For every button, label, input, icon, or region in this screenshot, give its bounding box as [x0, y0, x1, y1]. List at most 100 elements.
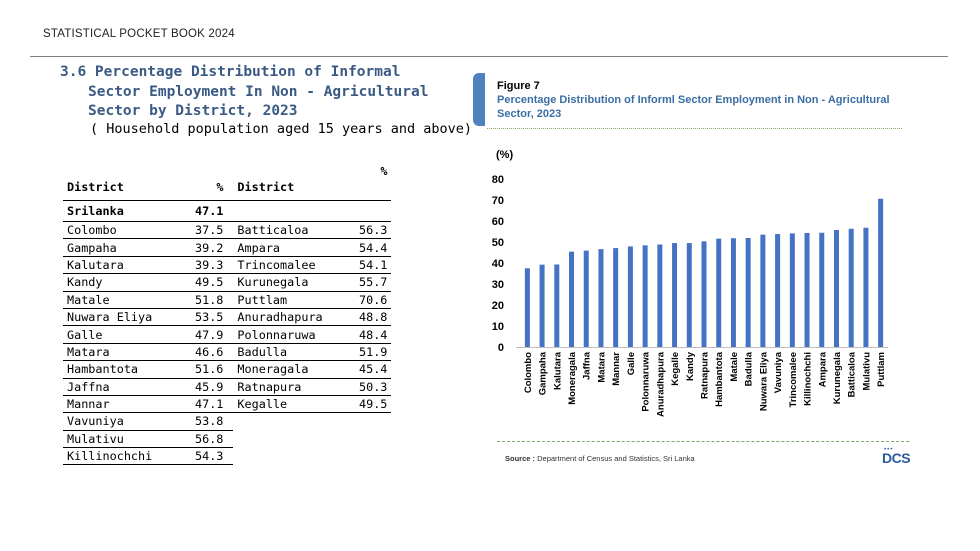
district-cell: Vavuniya	[63, 412, 191, 431]
bar	[539, 264, 545, 347]
x-tick-label: Nuwara Eliya	[758, 351, 769, 411]
y-tick-label: 20	[492, 300, 504, 312]
value-cell: 49.5	[353, 395, 392, 414]
table-row: Killinochchi 54.3	[63, 447, 391, 466]
x-tick-label: Colombo	[523, 352, 534, 393]
header-pct-1: %	[191, 162, 234, 201]
figure-title: Percentage Distribution of Informl Secto…	[497, 94, 890, 120]
x-tick-label: Vavuniya	[773, 351, 784, 393]
bar	[569, 251, 575, 347]
y-tick-label: 10	[492, 321, 504, 333]
x-tick-label: Mulativu	[861, 352, 872, 391]
district-cell	[233, 430, 353, 447]
value-cell: 46.6	[191, 343, 234, 362]
value-cell: 53.5	[191, 308, 234, 327]
district-cell: Ampara	[233, 238, 354, 257]
district-cell: Kurunegala	[233, 273, 354, 292]
value-cell: 47.9	[191, 325, 234, 344]
table-header-row: District % District %	[63, 162, 392, 201]
bar	[878, 198, 884, 347]
value-cell: 37.5	[191, 221, 234, 240]
district-cell: Matale	[63, 291, 191, 309]
bar	[716, 238, 722, 347]
value-cell: 54.3	[191, 447, 234, 466]
district-cell: Kandy	[63, 273, 191, 292]
y-tick-label: 50	[492, 237, 504, 249]
y-tick-label: 80	[492, 174, 504, 186]
figure-label: Figure 7	[497, 80, 540, 92]
value-cell: 51.8	[191, 291, 234, 309]
bar	[760, 234, 766, 347]
district-cell: Batticaloa	[233, 221, 354, 240]
value-cell	[353, 413, 391, 430]
x-tick-label: Gampaha	[538, 351, 549, 395]
value-cell: 53.8	[191, 412, 234, 431]
table-row: Jaffna 45.9 Ratnapura 50.3	[63, 378, 392, 396]
value-cell	[353, 448, 391, 465]
district-cell: Jaffna	[63, 378, 191, 396]
district-cell: Polonnaruwa	[233, 325, 354, 344]
y-tick-label: 40	[492, 258, 504, 270]
dcs-logo: DCS	[882, 450, 911, 466]
district-cell: Colombo	[63, 221, 191, 240]
district-cell: Trincomalee	[233, 256, 354, 275]
district-cell: Ratnapura	[233, 378, 354, 396]
section-title-line2: Sector Employment In Non - Agricultural	[88, 83, 429, 100]
district-cell: Galle	[63, 325, 191, 344]
bar	[775, 234, 781, 347]
district-cell	[233, 413, 353, 430]
srilanka-value: 47.1	[191, 200, 234, 222]
figure-accent-bar	[473, 73, 485, 126]
x-tick-label: Hambantota	[714, 351, 725, 407]
value-cell: 49.5	[191, 273, 234, 292]
bar	[554, 264, 560, 347]
x-tick-label: Batticaloa	[847, 351, 858, 397]
district-cell: Nuwara Eliya	[63, 308, 191, 327]
district-cell: Mulativu	[63, 430, 191, 449]
value-cell: 47.1	[191, 395, 234, 414]
y-tick-label: 0	[498, 342, 504, 354]
bar	[657, 244, 663, 347]
bar	[642, 245, 648, 347]
x-tick-label: Ampara	[817, 351, 828, 387]
y-tick-label: 30	[492, 279, 504, 291]
x-tick-label: Jaffna	[582, 351, 593, 380]
bar	[730, 238, 736, 347]
x-tick-label: Polonnaruwa	[641, 351, 652, 411]
table-row: Hambantota 51.6 Moneragala 45.4	[63, 360, 392, 379]
value-cell: 56.3	[353, 221, 392, 240]
table-row-srilanka: Srilanka 47.1	[63, 200, 392, 222]
x-tick-label: Matale	[729, 352, 740, 382]
value-cell: 48.4	[353, 325, 392, 344]
district-cell: Kegalle	[233, 395, 354, 414]
bar	[613, 248, 619, 347]
table-row: Matale 51.8 Puttlam 70.6	[63, 291, 392, 309]
logo-dots: •••	[884, 447, 894, 453]
srilanka-label: Srilanka	[63, 200, 191, 222]
table-row: Matara 46.6 Badulla 51.9	[63, 343, 392, 362]
x-tick-label: Mannar	[611, 352, 622, 386]
bar	[848, 228, 854, 347]
section-title: 3.6 Percentage Distribution of Informal …	[60, 63, 440, 122]
value-cell: 39.2	[191, 238, 234, 257]
bar	[701, 241, 707, 347]
bar	[686, 243, 692, 347]
x-tick-label: Kurunegala	[832, 351, 843, 404]
header-pct-2: %	[353, 162, 392, 201]
bar	[804, 232, 810, 347]
x-tick-label: Trincomalee	[788, 352, 799, 407]
bar	[863, 227, 869, 347]
value-cell: 56.8	[191, 430, 234, 449]
value-cell: 45.9	[191, 378, 234, 396]
bar	[598, 249, 604, 347]
district-cell: Kalutara	[63, 256, 191, 275]
x-tick-label: Kalutara	[552, 351, 563, 390]
district-cell: Killinochchi	[63, 447, 191, 466]
section-title-line3: Sector by District, 2023	[88, 103, 298, 119]
x-tick-label: Kegalle	[670, 352, 681, 386]
value-cell: 51.6	[191, 360, 234, 379]
bar	[789, 233, 795, 347]
district-cell: Puttlam	[233, 291, 354, 309]
bar	[627, 246, 633, 347]
bar	[583, 250, 589, 347]
